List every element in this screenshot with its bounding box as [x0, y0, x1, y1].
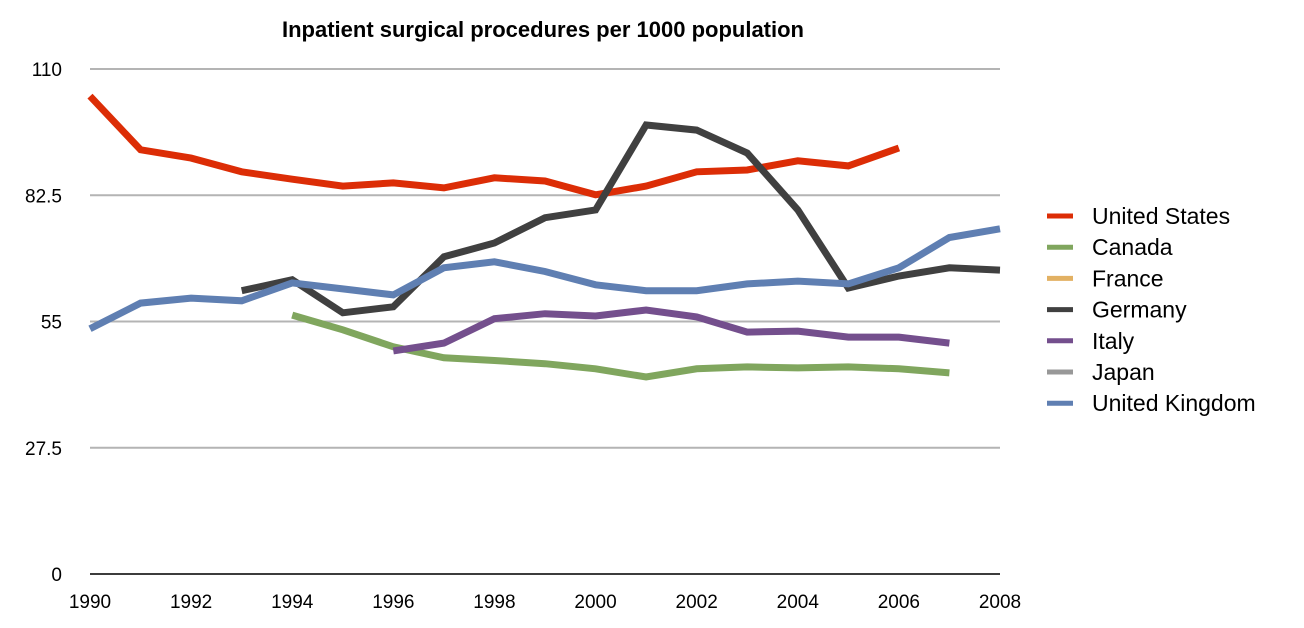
legend-item-italy: Italy	[1047, 328, 1135, 354]
series-lines	[87, 93, 1001, 381]
y-tick-label: 55	[41, 313, 62, 334]
x-axis-ticks: 1990 1992 1994 1996 1998 2000 2002 2004 2006 2008	[69, 592, 1021, 613]
legend-item-united-states: United States	[1047, 203, 1230, 229]
y-axis-ticks: 0 27.5 55 82.5 110	[25, 60, 62, 586]
legend-label: United States	[1092, 203, 1230, 229]
chart-title: Inpatient surgical procedures per 1000 p…	[282, 17, 804, 42]
x-tick-label: 1998	[473, 592, 515, 613]
x-tick-label: 1990	[69, 592, 111, 613]
legend-item-france: France	[1047, 265, 1164, 291]
series-line-germany	[240, 121, 1001, 317]
series-line-italy	[392, 306, 950, 355]
legend-item-germany: Germany	[1047, 297, 1187, 323]
x-tick-label: 2006	[878, 592, 920, 613]
series-line-canada	[291, 311, 950, 381]
legend-item-united-kingdom: United Kingdom	[1047, 390, 1256, 416]
legend-label: Germany	[1092, 297, 1187, 323]
x-tick-label: 2002	[676, 592, 718, 613]
legend-label: Japan	[1092, 359, 1155, 385]
y-tick-label: 0	[51, 565, 62, 586]
x-tick-label: 1996	[372, 592, 414, 613]
x-tick-label: 2008	[979, 592, 1021, 613]
legend-label: Italy	[1092, 328, 1135, 354]
x-tick-label: 2000	[574, 592, 616, 613]
legend-item-japan: Japan	[1047, 359, 1155, 385]
x-tick-label: 1994	[271, 592, 314, 613]
series-line-united-states	[87, 93, 901, 199]
legend-label: United Kingdom	[1092, 390, 1256, 416]
y-tick-label: 82.5	[25, 186, 62, 207]
legend-label: Canada	[1092, 234, 1173, 260]
x-tick-label: 1992	[170, 592, 212, 613]
y-tick-label: 27.5	[25, 439, 62, 460]
legend-label: France	[1092, 265, 1164, 291]
x-tick-label: 2004	[777, 592, 820, 613]
gridlines	[90, 68, 1000, 575]
legend-item-canada: Canada	[1047, 234, 1173, 260]
legend: United States Canada France Germany Italy Jap…	[1047, 203, 1256, 416]
y-tick-label: 110	[32, 60, 62, 81]
series-line-united-kingdom	[88, 225, 1001, 332]
